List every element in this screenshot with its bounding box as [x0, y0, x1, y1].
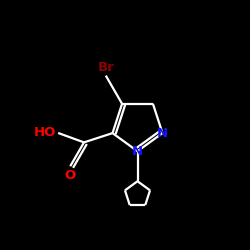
Text: Br: Br — [98, 61, 114, 74]
Text: N: N — [132, 145, 143, 158]
Text: O: O — [65, 169, 76, 182]
Text: N: N — [157, 126, 168, 140]
Text: HO: HO — [33, 126, 56, 140]
